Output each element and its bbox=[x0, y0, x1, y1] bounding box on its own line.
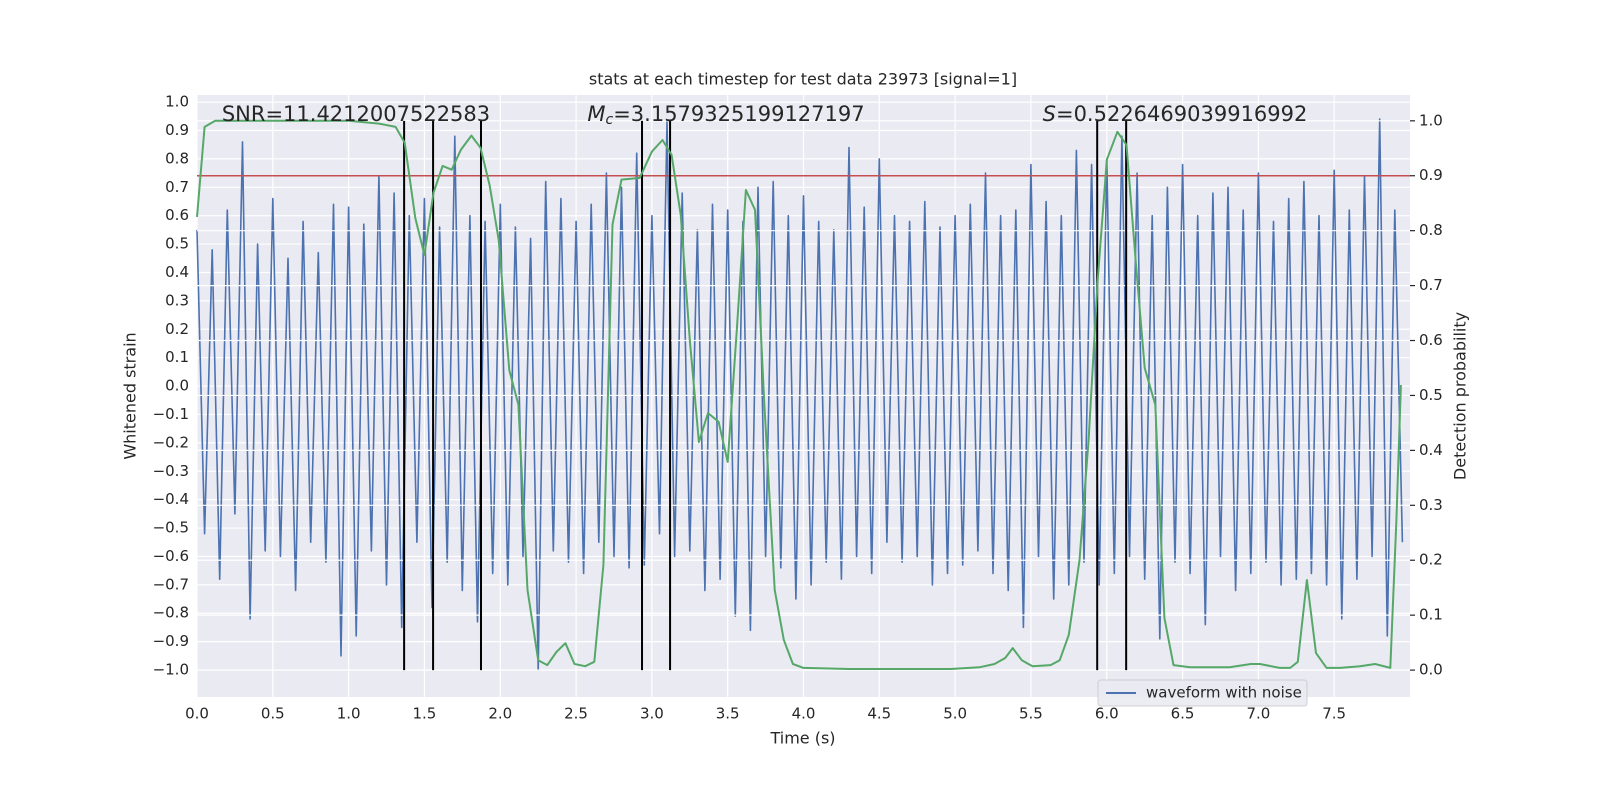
y2-tick-label: 0.4 bbox=[1419, 441, 1443, 459]
series-line bbox=[196, 119, 1402, 670]
y-tick-label: −0.5 bbox=[153, 519, 189, 537]
annotation-text: =3.1579325199127197 bbox=[613, 102, 864, 126]
x-tick-label: 6.5 bbox=[1171, 705, 1195, 723]
y-tick-label: −0.2 bbox=[153, 433, 189, 451]
annotation: S=0.5226469039916992 bbox=[1043, 102, 1308, 126]
y-axis-label: Whitened strain bbox=[121, 332, 140, 459]
x-tick-label: 0.5 bbox=[261, 705, 285, 723]
y2-tick-label: 0.1 bbox=[1419, 606, 1443, 624]
y-tick-label: −0.7 bbox=[153, 575, 189, 593]
y2-tick-label: 1.0 bbox=[1419, 111, 1443, 129]
x-tick-label: 5.5 bbox=[1019, 705, 1043, 723]
y-tick-label: 0.0 bbox=[165, 377, 189, 395]
y-tick-label: 0.9 bbox=[165, 121, 189, 139]
y-tick-label: 0.7 bbox=[165, 178, 189, 196]
annotation: Mc=3.1579325199127197 bbox=[587, 102, 864, 128]
y2-axis-label: Detection probability bbox=[1451, 312, 1470, 480]
series-line bbox=[196, 118, 1404, 671]
x-tick-label: 5.0 bbox=[943, 705, 967, 723]
y-tick-label: −0.1 bbox=[153, 405, 189, 423]
annotation-subscript: c bbox=[606, 112, 614, 128]
x-tick-label: 2.5 bbox=[564, 705, 588, 723]
y2-tick-label: 0.3 bbox=[1419, 496, 1443, 514]
x-tick-label: 3.5 bbox=[716, 705, 740, 723]
chart-title: stats at each timestep for test data 239… bbox=[589, 70, 1017, 89]
y2-tick-label: 0.0 bbox=[1419, 661, 1443, 679]
y-tick-label: −0.9 bbox=[153, 632, 189, 650]
x-tick-label: 1.5 bbox=[413, 705, 437, 723]
y-tick-label: 0.1 bbox=[165, 348, 189, 366]
y-tick-label: 0.5 bbox=[165, 235, 189, 253]
legend-label: waveform with noise bbox=[1146, 684, 1302, 702]
y-tick-label: 0.8 bbox=[165, 149, 189, 167]
x-tick-label: 6.0 bbox=[1095, 705, 1119, 723]
x-tick-label: 7.5 bbox=[1322, 705, 1346, 723]
y-tick-label: −0.3 bbox=[153, 462, 189, 480]
y-tick-label: −0.8 bbox=[153, 604, 189, 622]
annotation-symbol: M bbox=[587, 102, 605, 126]
y2-tick-label: 0.5 bbox=[1419, 386, 1443, 404]
x-tick-label: 3.0 bbox=[640, 705, 664, 723]
y-tick-label: −0.4 bbox=[153, 490, 189, 508]
y2-tick-label: 0.8 bbox=[1419, 221, 1443, 239]
x-tick-label: 7.0 bbox=[1246, 705, 1270, 723]
y-tick-label: 0.3 bbox=[165, 291, 189, 309]
y2-tick-label: 0.6 bbox=[1419, 331, 1443, 349]
y2-tick-label: 0.9 bbox=[1419, 166, 1443, 184]
x-tick-label: 1.0 bbox=[337, 705, 361, 723]
x-tick-label: 0.0 bbox=[185, 705, 209, 723]
y-tick-label: 0.6 bbox=[165, 206, 189, 224]
y-tick-label: 1.0 bbox=[165, 93, 189, 111]
legend-box bbox=[1097, 679, 1308, 707]
x-tick-label: 2.0 bbox=[488, 705, 512, 723]
y-tick-label: 0.2 bbox=[165, 320, 189, 338]
annotation-symbol: S bbox=[1043, 102, 1056, 126]
y2-tick-label: 0.7 bbox=[1419, 276, 1443, 294]
y2-tick-label: 0.2 bbox=[1419, 551, 1443, 569]
x-tick-label: 4.0 bbox=[792, 705, 816, 723]
x-tick-label: 4.5 bbox=[867, 705, 891, 723]
y-tick-label: 0.4 bbox=[165, 263, 189, 281]
annotation: SNR=11.4212007522583 bbox=[222, 102, 490, 126]
y-tick-label: −1.0 bbox=[153, 661, 189, 679]
annotation-text: =0.5226469039916992 bbox=[1056, 102, 1307, 126]
x-axis-label: Time (s) bbox=[769, 729, 835, 748]
y-tick-label: −0.6 bbox=[153, 547, 189, 565]
